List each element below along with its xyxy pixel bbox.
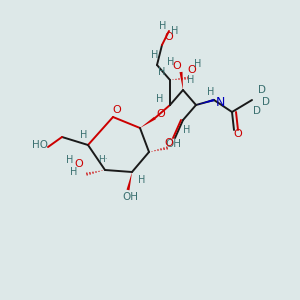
Text: D: D [258,85,266,95]
Text: O: O [234,129,242,139]
Text: HO: HO [32,140,48,150]
Text: D: D [262,97,270,107]
Polygon shape [140,117,156,128]
Text: H: H [80,130,88,140]
Text: H: H [158,67,166,77]
Text: H: H [187,75,195,85]
Text: O: O [172,61,182,71]
Text: H: H [183,125,191,135]
Text: O: O [157,109,165,119]
Text: H: H [138,175,146,185]
Text: H·: H· [98,155,108,164]
Text: O: O [165,138,173,148]
Text: H: H [151,50,159,60]
Text: H: H [194,59,202,69]
Text: OH: OH [122,192,138,202]
Text: O: O [112,105,122,115]
Text: O: O [188,65,196,75]
Text: H: H [207,87,215,97]
Text: N: N [216,95,225,109]
Polygon shape [196,99,214,105]
Text: O: O [165,32,173,42]
Text: H: H [167,57,175,67]
Text: D: D [253,106,261,116]
Text: H: H [70,167,77,177]
Text: H: H [156,94,164,104]
Polygon shape [179,72,183,90]
Text: H: H [171,26,179,36]
Text: O: O [74,159,83,169]
Text: H: H [66,155,73,165]
Polygon shape [127,172,132,190]
Text: OH: OH [165,139,181,149]
Text: H: H [159,21,167,31]
